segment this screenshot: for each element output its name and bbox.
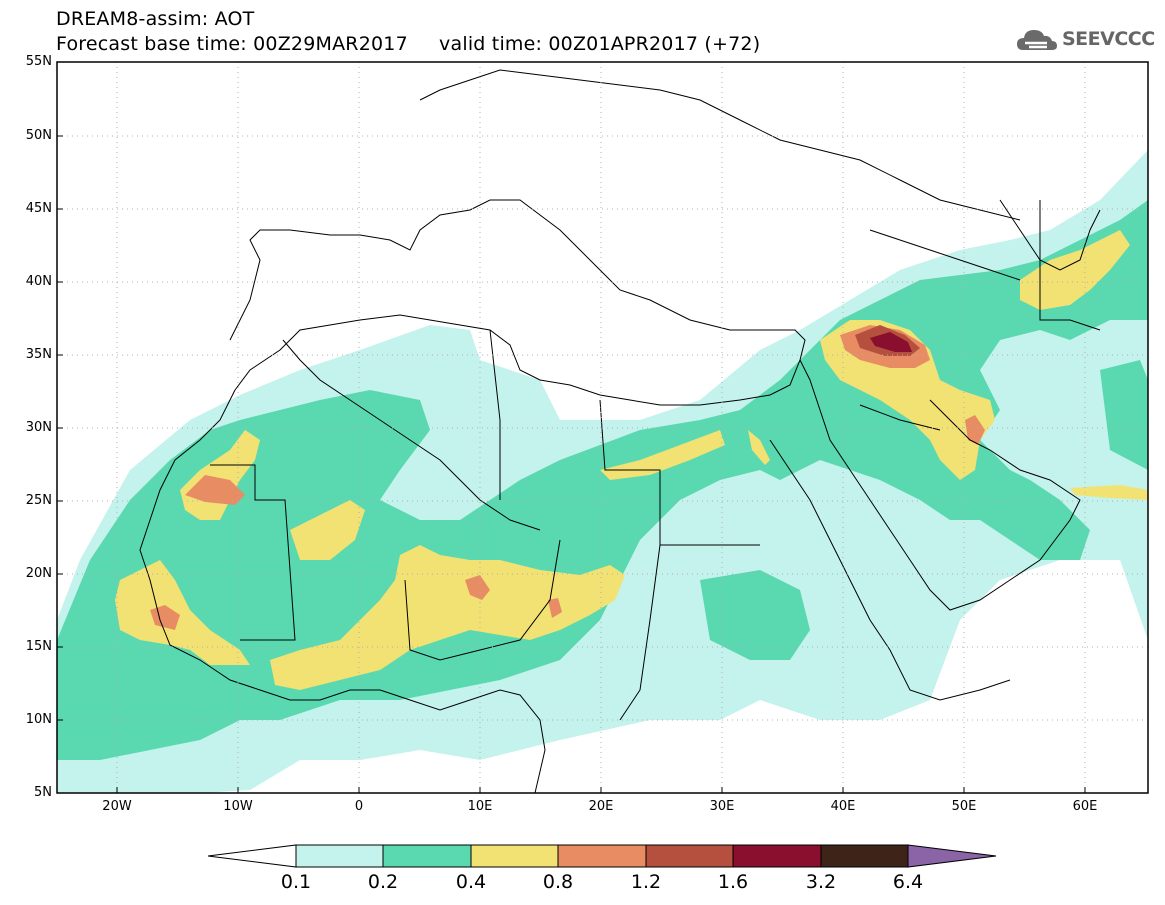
coastlines bbox=[139, 69, 1101, 793]
lat-label: 25N bbox=[25, 493, 52, 508]
lon-label: 20E bbox=[588, 799, 614, 814]
lat-label: 30N bbox=[25, 420, 52, 435]
colorbar-label: 1.2 bbox=[630, 871, 662, 893]
lat-label: 50N bbox=[25, 128, 52, 143]
grid-lines bbox=[57, 62, 1148, 793]
colorbar-label: 0.1 bbox=[280, 871, 312, 893]
lat-label: 35N bbox=[25, 347, 52, 362]
lat-label: 5N bbox=[34, 785, 52, 800]
colorbar-label: 6.4 bbox=[892, 871, 924, 893]
axis-ticks bbox=[57, 61, 1086, 793]
lon-label: 20W bbox=[102, 799, 132, 814]
aot-field bbox=[57, 69, 1148, 793]
cloud-icon bbox=[1017, 30, 1057, 50]
lon-label: 10E bbox=[467, 799, 493, 814]
lat-label: 10N bbox=[25, 712, 52, 727]
lat-label: 40N bbox=[25, 274, 52, 289]
colorbar bbox=[207, 844, 997, 868]
lat-label: 55N bbox=[25, 54, 52, 69]
colorbar-label: 3.2 bbox=[805, 871, 837, 893]
seevccc-logo: SEEVCCC bbox=[1062, 28, 1155, 50]
colorbar-label: 0.8 bbox=[542, 871, 574, 893]
lat-label: 45N bbox=[25, 201, 52, 216]
colorbar-label: 0.4 bbox=[455, 871, 487, 893]
lat-label: 20N bbox=[25, 566, 52, 581]
forecast-time-line: Forecast base time: 00Z29MAR2017 valid t… bbox=[56, 33, 761, 55]
lon-label: 60E bbox=[1072, 799, 1098, 814]
colorbar-label: 1.6 bbox=[717, 871, 749, 893]
lon-label: 10W bbox=[223, 799, 253, 814]
lon-label: 50E bbox=[951, 799, 977, 814]
colorbar-label: 0.2 bbox=[367, 871, 399, 893]
lon-label: 30E bbox=[709, 799, 735, 814]
lon-label: 0 bbox=[354, 799, 364, 814]
map-title: DREAM8-assim: AOT bbox=[56, 8, 255, 30]
lat-label: 15N bbox=[25, 639, 52, 654]
lon-label: 40E bbox=[830, 799, 856, 814]
